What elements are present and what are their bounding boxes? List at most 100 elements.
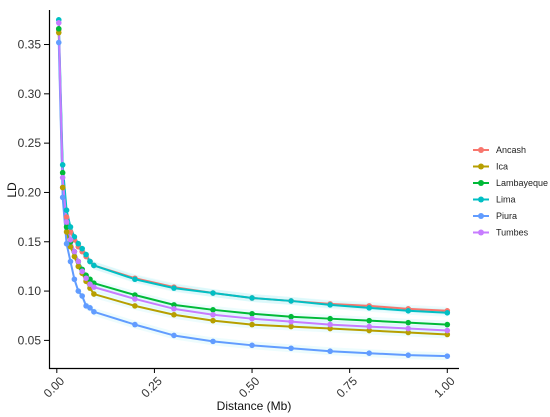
point-lima [91, 262, 97, 269]
point-lima [366, 305, 372, 311]
point-piura [210, 338, 216, 345]
point-piura [132, 321, 138, 328]
point-piura [55, 39, 62, 46]
point-ica [171, 311, 177, 318]
line-tumbes [57, 22, 448, 332]
point-tumbes [75, 258, 82, 265]
y-tick-label: 0.05 [18, 333, 42, 347]
point-tumbes [59, 174, 66, 181]
point-ica [55, 29, 62, 36]
y-ticks: 0.05 0.10 0.15 0.20 0.25 0.30 0.35 [18, 38, 49, 347]
point-lima [79, 245, 85, 252]
x-tick-label: 1.00 [431, 374, 458, 401]
point-ica [249, 321, 255, 328]
point-tumbes [55, 20, 62, 26]
line-ancash [57, 29, 448, 312]
legend-label-piura: Piura [496, 211, 517, 221]
point-tumbes [249, 315, 255, 322]
y-tick-label: 0.20 [18, 185, 42, 199]
point-lambayeque [55, 25, 62, 32]
legend-key-lambayeque [478, 180, 484, 186]
point-tumbes [444, 327, 451, 334]
point-ica [327, 325, 333, 332]
legend-key-tumbes [478, 229, 484, 236]
legend-key-ica [478, 163, 484, 170]
point-ica [75, 263, 82, 270]
point-lambayeque [444, 321, 451, 328]
point-lima [405, 307, 412, 314]
legend-label-ancash: Ancash [496, 145, 526, 155]
point-piura [59, 194, 66, 201]
legend-key-lima [478, 196, 484, 203]
point-lima [59, 162, 66, 168]
point-lima [327, 302, 333, 308]
point-ancash [63, 214, 70, 220]
point-lima [444, 309, 451, 316]
point-ica [210, 317, 216, 324]
y-tick-label: 0.30 [18, 87, 42, 101]
point-lima [71, 234, 78, 240]
legend-key-ancash [478, 147, 484, 153]
y-tick-label: 0.10 [18, 284, 42, 298]
point-lambayeque [171, 302, 177, 308]
legend-label-tumbes: Tumbes [496, 228, 529, 238]
point-lima [87, 258, 93, 265]
point-piura [288, 345, 294, 352]
point-tumbes [288, 318, 294, 325]
point-ica [71, 253, 78, 260]
point-lima [75, 240, 82, 247]
point-lima [83, 251, 89, 258]
point-tumbes [67, 236, 74, 243]
point-piura [171, 332, 177, 339]
point-piura [91, 308, 97, 315]
point-ica [91, 291, 97, 297]
point-piura [71, 276, 78, 283]
point-tumbes [210, 311, 216, 318]
point-piura [67, 258, 74, 265]
point-ancash [67, 229, 74, 235]
point-tumbes [405, 325, 412, 332]
x-tick-label: 0.75 [334, 374, 361, 401]
legend-label-lambayeque: Lambayeque [496, 178, 548, 188]
legend-label-ica: Ica [496, 162, 508, 172]
y-tick-label: 0.25 [18, 136, 42, 150]
point-tumbes [71, 248, 78, 255]
legend-label-lima: Lima [496, 195, 516, 205]
y-tick-label: 0.35 [18, 38, 42, 52]
point-tumbes [91, 284, 97, 290]
point-piura [327, 348, 333, 355]
point-lambayeque [132, 292, 138, 298]
point-ica [444, 331, 451, 338]
x-ticks: 0.00 0.25 0.50 0.75 1.00 [41, 368, 458, 400]
point-lambayeque [405, 319, 412, 326]
point-lambayeque [288, 313, 294, 320]
point-lambayeque [366, 317, 372, 324]
point-piura [249, 342, 255, 349]
point-piura [79, 293, 85, 299]
point-lambayeque [63, 224, 70, 230]
point-ica [366, 327, 372, 334]
point-piura [405, 352, 412, 358]
x-tick-label: 0.00 [41, 374, 68, 401]
point-tumbes [87, 281, 93, 287]
legend: Ancash Ica Lambayeque Lima Piura Tumbes [473, 145, 548, 238]
line-lambayeque [57, 28, 448, 326]
point-ica [132, 303, 138, 309]
point-tumbes [63, 219, 70, 225]
x-axis-title: Distance (Mb) [217, 399, 292, 413]
point-ica [67, 243, 74, 250]
point-tumbes [366, 323, 372, 330]
band-lima [58, 15, 448, 317]
point-piura [87, 305, 93, 311]
point-ica [405, 329, 412, 336]
point-lima [171, 285, 177, 291]
point-piura [63, 240, 70, 247]
point-lambayeque [210, 307, 216, 313]
point-tumbes [83, 275, 89, 282]
point-lambayeque [249, 310, 255, 317]
point-lambayeque [59, 169, 66, 176]
point-lima [132, 276, 138, 283]
x-tick-label: 0.25 [138, 374, 165, 401]
